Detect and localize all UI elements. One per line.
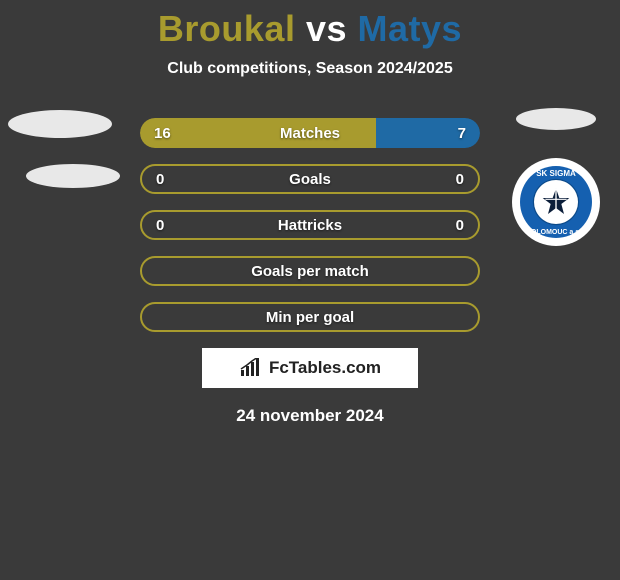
badge-text-bottom: OLOMOUC a.s. [531, 229, 581, 236]
vs-text: vs [306, 8, 347, 49]
stat-label: Goals per match [142, 263, 478, 280]
right-team-icons: SK SIGMA OLOMOUC a.s. [516, 108, 600, 246]
stat-label: Min per goal [142, 309, 478, 326]
right-team-badge: SK SIGMA OLOMOUC a.s. [512, 158, 600, 246]
stat-row: 167Matches [140, 118, 480, 148]
stat-row: Min per goal [140, 302, 480, 332]
badge-star-circle [534, 180, 578, 224]
star-icon [540, 186, 572, 218]
stat-row: 00Goals [140, 164, 480, 194]
left-team-icons [8, 110, 120, 188]
right-team-placeholder [516, 108, 596, 130]
stat-row: Goals per match [140, 256, 480, 286]
snapshot-date: 24 november 2024 [0, 406, 620, 426]
stat-label: Matches [140, 125, 480, 142]
badge-text-top: SK SIGMA [536, 169, 576, 178]
stat-row: 00Hattricks [140, 210, 480, 240]
stat-bars: 167Matches 00Goals 00Hattricks Goals per ma… [140, 118, 480, 332]
badge-inner: SK SIGMA OLOMOUC a.s. [520, 166, 592, 238]
season-subtitle: Club competitions, Season 2024/2025 [0, 60, 620, 78]
player1-name: Broukal [158, 8, 296, 49]
player2-name: Matys [358, 8, 463, 49]
stat-label: Goals [142, 171, 478, 188]
logo-text: FcTables.com [269, 358, 381, 378]
stat-label: Hattricks [142, 217, 478, 234]
chart-icon [239, 358, 263, 378]
fctables-logo: FcTables.com [202, 348, 418, 388]
left-team-placeholder-2 [26, 164, 120, 188]
left-team-placeholder-1 [8, 110, 112, 138]
comparison-title: Broukal vs Matys [0, 0, 620, 50]
stats-area: SK SIGMA OLOMOUC a.s. 167Matches 00Goals 0… [0, 118, 620, 332]
